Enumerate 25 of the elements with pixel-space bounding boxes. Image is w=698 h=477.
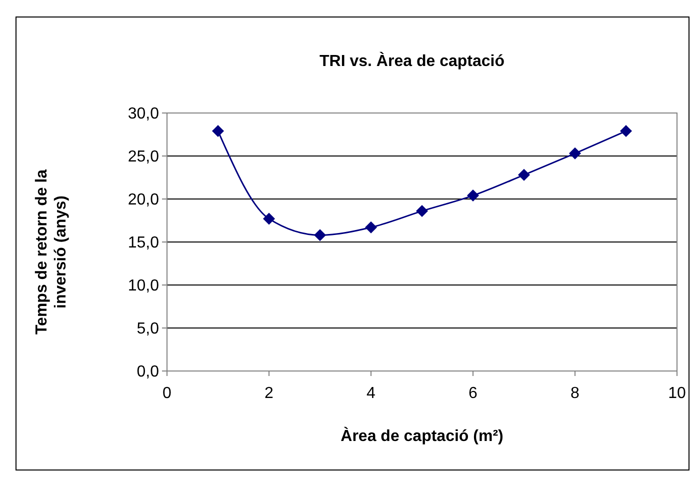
x-tick-label: 6 bbox=[468, 385, 478, 402]
y-tick-label: 25,0 bbox=[128, 148, 160, 166]
y-tick-label: 5,0 bbox=[136, 320, 160, 338]
y-axis-title: Temps de retorn de la inversió (anys) bbox=[33, 169, 70, 335]
y-tick-label: 10,0 bbox=[128, 278, 160, 295]
point bbox=[314, 229, 326, 242]
y-tick-label: 0,0 bbox=[136, 364, 160, 381]
chart-title: TRI vs. Àrea de captació bbox=[320, 51, 505, 70]
point bbox=[569, 147, 581, 160]
x-tick-label: 8 bbox=[570, 385, 580, 402]
point bbox=[263, 212, 275, 225]
x-tick-label: 0 bbox=[162, 385, 172, 402]
point bbox=[212, 125, 224, 138]
y-tick-label: 15,0 bbox=[128, 234, 160, 252]
point bbox=[416, 205, 428, 218]
x-tick-label: 2 bbox=[264, 385, 274, 402]
point bbox=[467, 190, 479, 202]
y-tick-label: 20,0 bbox=[128, 192, 160, 209]
point bbox=[620, 125, 632, 138]
x-tick-label: 10 bbox=[668, 385, 686, 402]
x-axis-title: Àrea de captació (m²) bbox=[340, 426, 504, 445]
x-tick-label: 4 bbox=[366, 385, 376, 402]
point bbox=[365, 221, 377, 234]
point bbox=[518, 168, 530, 181]
y-tick-label: 30,0 bbox=[128, 106, 160, 123]
